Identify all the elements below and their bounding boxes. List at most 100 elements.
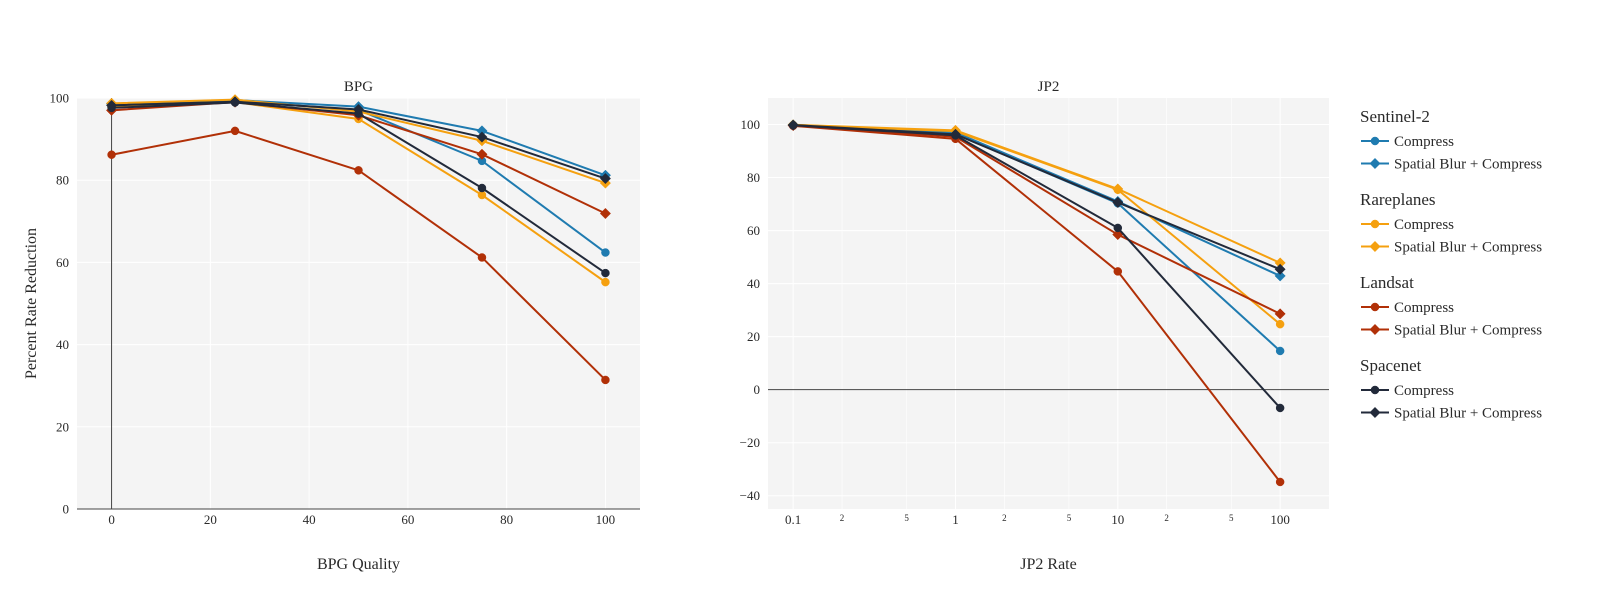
data-point xyxy=(477,183,487,193)
data-point xyxy=(949,128,962,140)
x-tick-label: 1 xyxy=(952,512,959,527)
y-tick-label: 100 xyxy=(741,117,761,132)
x-tick-label: 60 xyxy=(401,512,414,527)
legend-marker xyxy=(1370,136,1380,146)
x-axis-title: JP2 Rate xyxy=(1020,556,1076,573)
y-tick-label: 40 xyxy=(56,337,69,352)
plot-area-background xyxy=(768,98,1329,509)
legend-group-title: Spacenet xyxy=(1360,356,1422,375)
legend-marker xyxy=(1369,157,1381,170)
data-point xyxy=(229,96,241,108)
y-tick-label: −20 xyxy=(740,435,760,450)
data-point xyxy=(601,248,610,257)
x-tick-label: 20 xyxy=(204,512,217,527)
data-point xyxy=(1275,477,1285,487)
legend-item-label: Spatial Blur + Compress xyxy=(1394,323,1542,339)
x-axis-title: BPG Quality xyxy=(317,556,400,573)
legend-marker xyxy=(1369,406,1381,419)
data-point xyxy=(1274,308,1286,320)
x-tick-label: 80 xyxy=(500,512,513,527)
data-point xyxy=(599,207,611,220)
legend-group-title: Rareplanes xyxy=(1360,190,1436,209)
data-point xyxy=(476,131,488,143)
x-minor-tick-label: 2 xyxy=(1002,513,1007,523)
data-point xyxy=(601,277,610,287)
legend-marker xyxy=(1370,219,1380,229)
y-tick-label: −40 xyxy=(740,488,760,503)
x-minor-tick-label: 2 xyxy=(1164,513,1169,523)
y-tick-label: 0 xyxy=(754,382,761,397)
x-tick-label: 0.1 xyxy=(785,512,801,527)
x-tick-label: 0 xyxy=(108,512,115,527)
y-tick-label: 80 xyxy=(56,173,69,188)
data-point xyxy=(601,268,610,278)
legend-item[interactable]: Spatial Blur + Compress xyxy=(1361,323,1542,339)
chart-panel-bpg: 0 20 40 60 80 100 0 20 40 60 80 100 BPG BPG Quality Pe… xyxy=(23,79,640,573)
series-spacenet-spatial-blur-compress xyxy=(106,96,611,185)
y-tick-label: 20 xyxy=(56,419,69,434)
legend-item[interactable]: Spatial Blur + Compress xyxy=(1361,157,1542,173)
x-tick-label: 100 xyxy=(1270,512,1290,527)
series-spacenet-spatial-blur-compress xyxy=(787,119,1286,275)
legend-marker xyxy=(1370,385,1380,395)
legend-item-label: Compress xyxy=(1394,300,1454,316)
y-tick-label: 60 xyxy=(56,255,69,270)
data-point xyxy=(787,119,799,131)
y-tick-label: 80 xyxy=(747,170,760,185)
series-line xyxy=(793,124,1281,483)
data-point xyxy=(1275,403,1285,413)
data-point xyxy=(354,166,363,175)
data-point xyxy=(106,99,118,111)
legend-group-title: Sentinel-2 xyxy=(1360,107,1430,126)
y-tick-label: 0 xyxy=(63,502,70,517)
legend-item[interactable]: Spatial Blur + Compress xyxy=(1361,406,1542,422)
legend-item-label: Spatial Blur + Compress xyxy=(1394,240,1542,256)
data-point xyxy=(1112,196,1124,209)
x-minor-tick-label: 5 xyxy=(904,513,909,523)
x-minor-tick-label: 5 xyxy=(1067,513,1072,523)
data-point xyxy=(352,103,365,116)
series-line xyxy=(793,123,1281,264)
y-axis-title: Percent Rate Reduction xyxy=(23,228,40,379)
legend-item[interactable]: Compress xyxy=(1361,300,1454,316)
legend-marker xyxy=(1369,323,1381,336)
data-point xyxy=(601,375,610,385)
chart-title: BPG xyxy=(344,79,373,95)
x-tick-label: 10 xyxy=(1111,512,1124,527)
legend-item-label: Compress xyxy=(1394,134,1454,150)
data-point xyxy=(1113,267,1123,276)
legend-group-title: Landsat xyxy=(1360,273,1414,292)
legend-marker xyxy=(1370,302,1380,312)
data-point xyxy=(599,173,611,185)
legend-item-label: Compress xyxy=(1394,383,1454,399)
x-tick-label: 40 xyxy=(303,512,316,527)
x-minor-tick-label: 5 xyxy=(1229,513,1234,523)
legend-item[interactable]: Compress xyxy=(1361,217,1454,233)
data-point xyxy=(107,150,116,159)
y-tick-label: 60 xyxy=(747,223,760,238)
data-point xyxy=(1275,319,1285,329)
x-minor-tick-label: 2 xyxy=(840,513,845,523)
legend-item-label: Spatial Blur + Compress xyxy=(1394,406,1542,422)
data-point xyxy=(476,148,488,160)
plot-area-background xyxy=(77,98,640,509)
x-tick-label: 100 xyxy=(596,512,616,527)
data-point xyxy=(1274,270,1286,282)
legend-item[interactable]: Compress xyxy=(1361,134,1454,150)
legend-item[interactable]: Compress xyxy=(1361,383,1454,399)
legend-item-label: Spatial Blur + Compress xyxy=(1394,157,1542,173)
data-point xyxy=(477,253,487,262)
data-point xyxy=(1112,183,1124,195)
legend-item-label: Compress xyxy=(1394,217,1454,233)
series-line xyxy=(793,124,1281,271)
data-point xyxy=(230,126,240,136)
legend: Sentinel-2 Compress Spatial Blur + Compres… xyxy=(1360,107,1542,422)
y-tick-label: 40 xyxy=(747,276,760,291)
data-point xyxy=(1274,263,1286,275)
legend-item[interactable]: Spatial Blur + Compress xyxy=(1361,240,1542,256)
chart-panel-jp2: −40 −20 0 20 40 60 80 100 0.1 1 10 100 2 5 2 5 2 5 JP2 JP2 … xyxy=(740,79,1329,573)
data-point xyxy=(1113,223,1123,233)
data-point xyxy=(1275,346,1285,356)
y-tick-label: 20 xyxy=(747,329,760,344)
